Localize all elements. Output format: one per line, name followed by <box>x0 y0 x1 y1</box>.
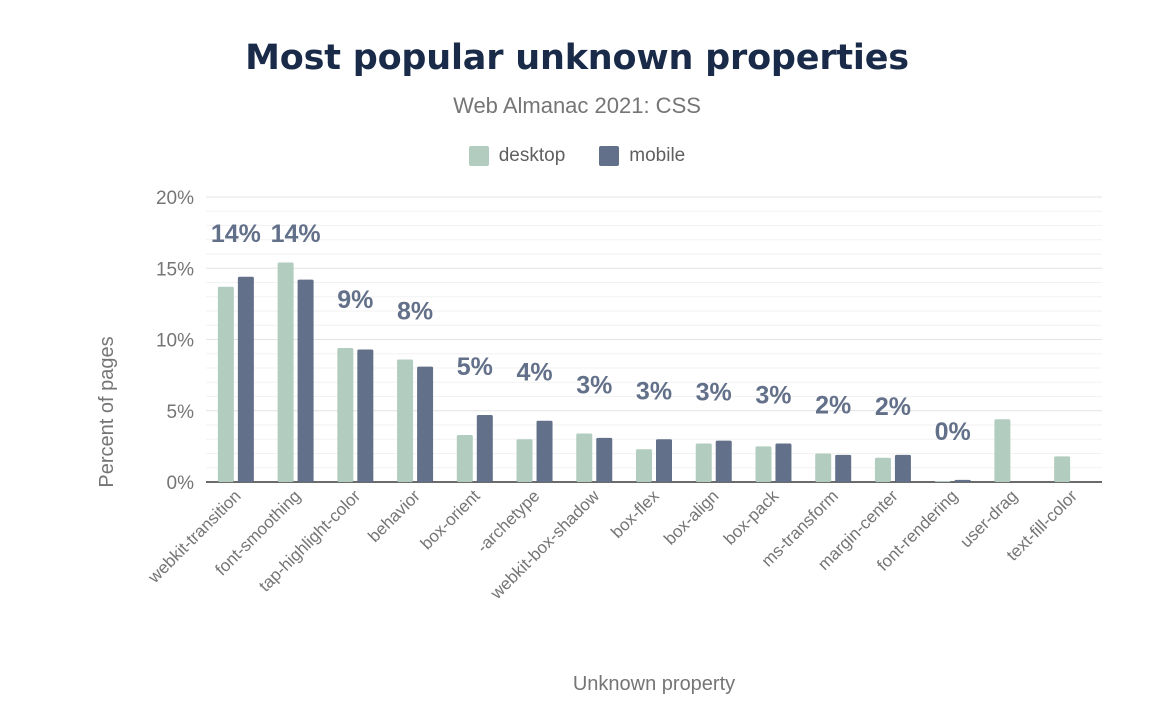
legend-item-desktop[interactable]: desktop <box>468 145 566 167</box>
legend-label-desktop: desktop <box>498 145 566 166</box>
bar-desktop <box>934 481 951 482</box>
bar-desktop <box>874 457 891 482</box>
bar-mobile <box>417 366 434 482</box>
x-tick-label: box-flex <box>607 486 663 542</box>
data-label: 2% <box>815 392 851 420</box>
chart-subtitle: Web Almanac 2021: CSS <box>453 93 701 118</box>
x-tick-label: webkit-box-shadow <box>486 486 604 604</box>
bar-mobile <box>237 276 254 482</box>
data-label: 5% <box>457 353 493 381</box>
y-tick-label: 0% <box>167 473 195 494</box>
y-tick-label: 15% <box>156 259 194 280</box>
bar-mobile <box>656 439 672 482</box>
y-tick-label: 10% <box>156 331 194 352</box>
bar-desktop <box>755 446 772 482</box>
bar-desktop <box>217 286 234 482</box>
y-axis-title: Percent of pages <box>96 336 118 487</box>
x-tick-label: box-align <box>660 486 722 548</box>
bar-desktop <box>277 262 294 482</box>
bar-mobile <box>775 443 792 482</box>
legend-label-mobile: mobile <box>629 145 686 166</box>
x-tick-label: box-pack <box>720 486 783 549</box>
bar-mobile <box>894 454 911 482</box>
data-label: 0% <box>935 418 971 446</box>
x-tick-label: behavior <box>364 486 424 546</box>
bar-mobile <box>536 420 553 482</box>
legend-item-mobile[interactable]: mobile <box>599 145 685 167</box>
data-label: 9% <box>337 286 373 314</box>
bar-mobile <box>954 479 971 482</box>
bar-desktop <box>636 449 652 482</box>
legend-swatch-mobile <box>599 146 620 166</box>
bar-desktop <box>337 348 354 482</box>
bar-mobile <box>835 454 852 482</box>
bar-desktop <box>994 419 1011 482</box>
bar-mobile <box>596 437 613 482</box>
bar-desktop <box>815 453 832 482</box>
data-label: 3% <box>636 377 672 405</box>
bar-mobile <box>715 440 732 482</box>
data-label: 8% <box>397 297 433 325</box>
data-label: 14% <box>271 220 321 248</box>
data-label: 3% <box>576 372 612 400</box>
legend: desktop mobile <box>0 145 1154 167</box>
data-label: 14% <box>211 220 261 248</box>
x-axis-title: Unknown property <box>573 673 735 695</box>
x-tick-label: tap-highlight-color <box>255 486 364 595</box>
data-label: 3% <box>755 382 791 410</box>
bar-desktop <box>695 443 712 482</box>
data-label: 3% <box>696 379 732 407</box>
bar-desktop <box>1054 456 1071 482</box>
y-tick-label: 5% <box>167 402 195 423</box>
bar-mobile <box>357 349 374 482</box>
bar-desktop <box>456 434 473 482</box>
data-label: 4% <box>516 359 552 387</box>
bar-desktop <box>576 433 593 482</box>
bar-desktop <box>397 359 414 482</box>
legend-swatch-desktop <box>468 146 489 166</box>
bar-mobile <box>297 279 314 482</box>
y-tick-label: 20% <box>156 188 194 209</box>
bar-mobile <box>476 415 493 482</box>
data-label: 2% <box>875 393 911 421</box>
chart-title: Most popular unknown properties <box>245 38 909 78</box>
bar-desktop <box>516 439 533 482</box>
